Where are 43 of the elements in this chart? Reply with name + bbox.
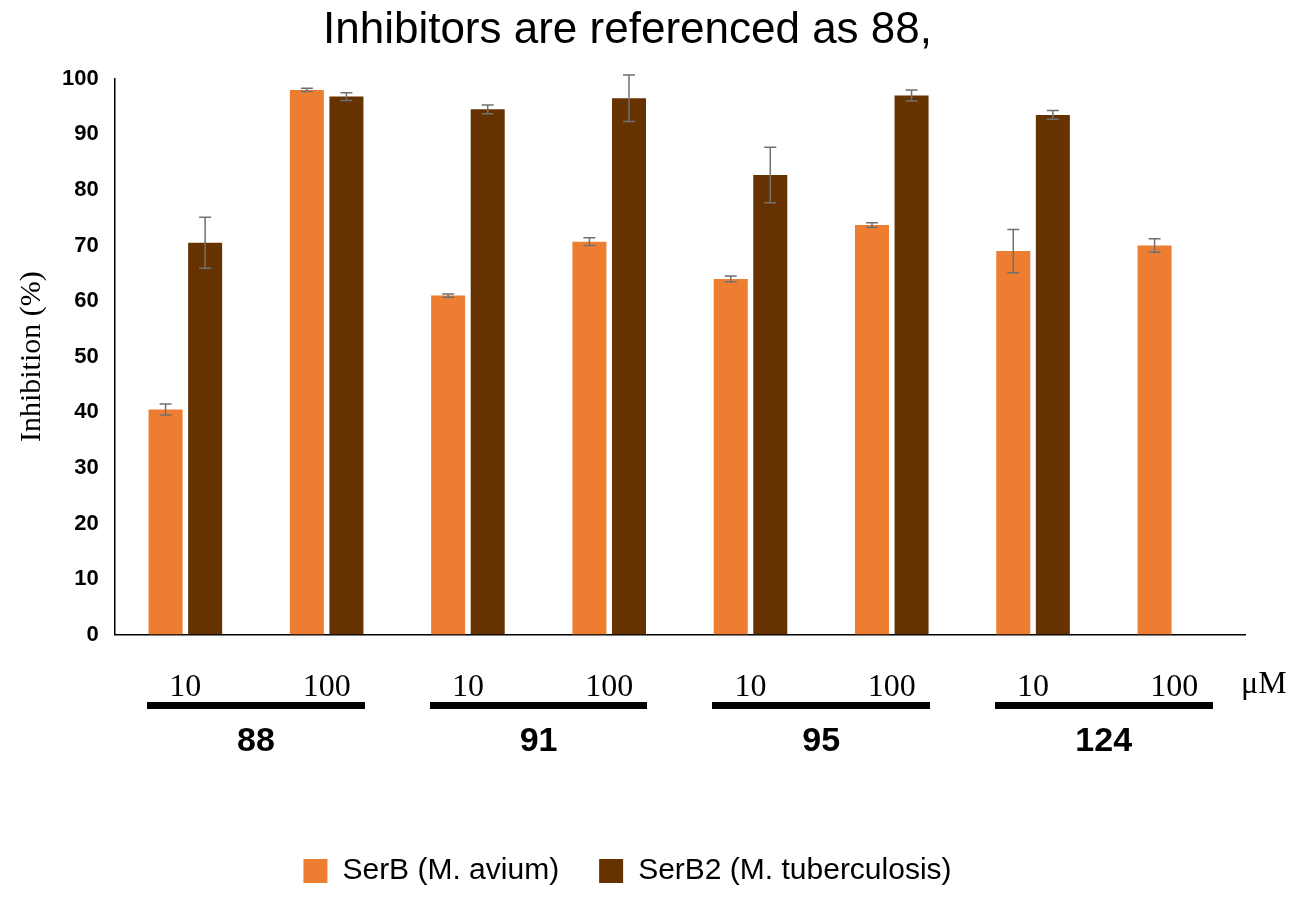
y-tick-label: 60 xyxy=(74,287,99,313)
bar xyxy=(431,295,466,635)
text: 124 xyxy=(1075,719,1133,758)
x-tick-label: 10 xyxy=(1017,667,1050,704)
y-tick-label: 90 xyxy=(74,120,99,146)
x-tick-label: 10 xyxy=(451,667,484,704)
bar xyxy=(329,96,364,635)
x-tick-label: 100 xyxy=(302,667,351,704)
bar xyxy=(470,109,505,635)
x-tick-label: 10 xyxy=(734,667,767,704)
legend-label: SerB (M. avium) xyxy=(342,852,560,886)
x-tick-label: 100 xyxy=(585,667,634,704)
bar xyxy=(1035,114,1070,635)
bar xyxy=(188,242,223,635)
bar xyxy=(148,409,183,635)
text: 95 xyxy=(802,719,841,758)
bar xyxy=(572,241,607,635)
bar xyxy=(713,278,748,635)
y-tick-label: 0 xyxy=(86,620,99,646)
bar xyxy=(894,95,929,635)
y-tick-label: 30 xyxy=(74,453,99,479)
x-tick-label: 100 xyxy=(867,667,916,704)
y-tick-label: 10 xyxy=(74,565,99,591)
bar xyxy=(1137,245,1172,635)
bar xyxy=(289,89,324,635)
y-tick-label: 50 xyxy=(74,342,99,368)
text: μM xyxy=(1241,664,1287,701)
y-tick-label: 80 xyxy=(74,176,99,202)
bar xyxy=(611,98,646,635)
y-tick-label: 100 xyxy=(61,64,99,90)
bar xyxy=(753,174,788,635)
y-tick-label: 70 xyxy=(74,231,99,257)
y-tick-label: 20 xyxy=(74,509,99,535)
x-tick-label: 10 xyxy=(169,667,202,704)
y-tick-label: 40 xyxy=(74,398,99,424)
x-tick-label: 100 xyxy=(1150,667,1199,704)
text: 88 xyxy=(237,719,275,758)
y-axis-title: Inhibition (%) xyxy=(12,271,47,443)
bar xyxy=(996,251,1031,635)
bar xyxy=(854,224,890,635)
legend-label: SerB2 (M. tuberculosis) xyxy=(638,852,952,886)
chart-title: Inhibitors are referenced as 88, xyxy=(322,2,933,52)
text: 91 xyxy=(519,719,558,758)
